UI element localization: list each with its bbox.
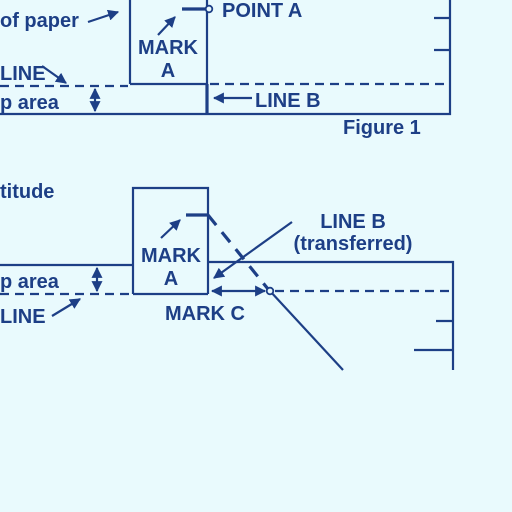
line-b-transferred xyxy=(208,260,455,370)
lap-area-label-1: p area xyxy=(0,92,60,114)
figure-2: titude MARK A LINE B (transferred) p are… xyxy=(0,181,455,371)
line-b-transferred-label-line1: LINE B xyxy=(320,211,386,233)
line-b-transferred-label-line2: (transferred) xyxy=(294,233,413,255)
fold-dashed-diagonal xyxy=(206,213,270,291)
line-label-1: LINE xyxy=(0,63,46,85)
fold-solid-diagonal xyxy=(269,290,344,371)
panel-ticks-2 xyxy=(414,319,453,352)
arrow-line-b-transferred xyxy=(213,221,293,279)
mark-c-label: MARK C xyxy=(165,303,245,325)
line-b-label: LINE B xyxy=(255,90,321,112)
mark-a-box-2 xyxy=(131,186,210,294)
mark-c-marker xyxy=(265,286,275,296)
mark-a-label-2-line2: A xyxy=(164,268,178,290)
line-label-2: LINE xyxy=(0,306,46,328)
altitude-heading-partial: titude xyxy=(0,181,54,203)
figure-1: of paper POINT A MARK A LINE p area LINE… xyxy=(0,0,452,139)
mark-a-box-1 xyxy=(128,0,209,84)
arrow-mark-a-1 xyxy=(157,16,176,36)
mark-a-label-1-line1: MARK xyxy=(138,37,199,59)
right-panel-1 xyxy=(207,0,452,116)
arrow-mark-a-2 xyxy=(160,219,181,239)
panel-ticks-1 xyxy=(434,16,450,52)
point-a-marker xyxy=(204,4,214,14)
lap-area-label-2: p area xyxy=(0,271,60,293)
arrow-line-2 xyxy=(51,298,81,317)
point-a-label: POINT A xyxy=(222,0,302,22)
arrow-edge-of-paper xyxy=(87,9,120,24)
edge-of-paper-label: of paper xyxy=(0,10,79,32)
figure-1-caption: Figure 1 xyxy=(343,117,421,139)
arrow-line-1 xyxy=(41,65,67,84)
mark-a-label-2-line1: MARK xyxy=(141,245,202,267)
mark-a-label-1-line2: A xyxy=(161,60,175,82)
